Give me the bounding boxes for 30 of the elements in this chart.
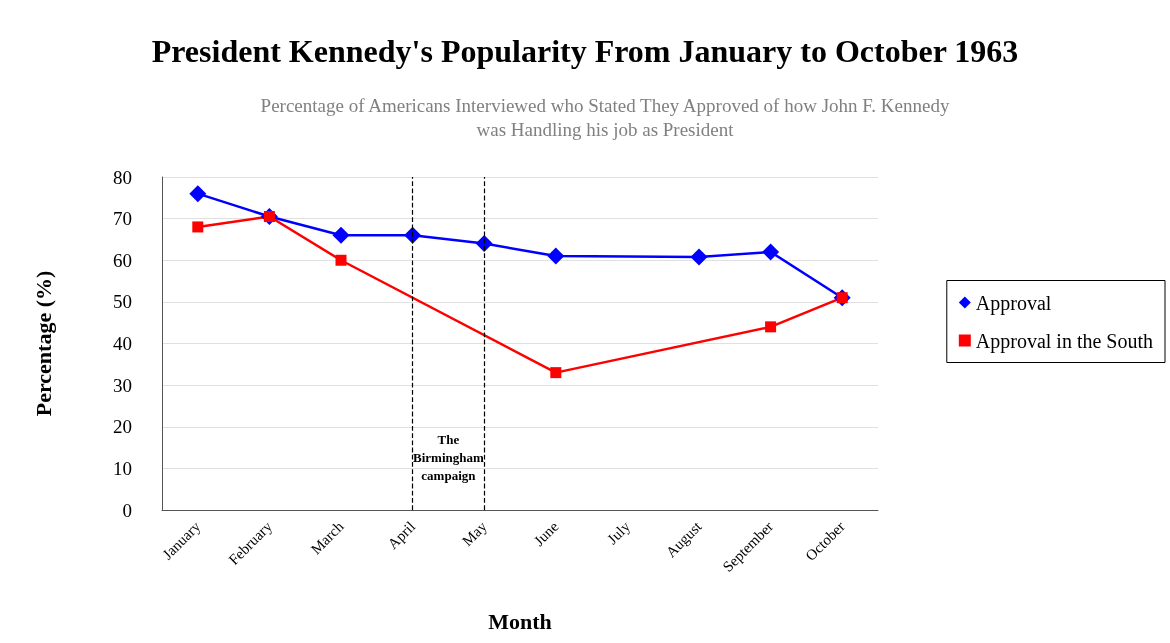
point xyxy=(189,185,207,203)
point xyxy=(762,243,780,261)
y-axis-title: Percentage (%) xyxy=(30,270,56,417)
chart-title: President Kennedy's Popularity From January to October 1963 xyxy=(151,33,1019,69)
y-tick-label: 40 xyxy=(113,333,132,354)
chart-subtitle: Percentage of Americans Interviewed who Stated They Approved of how John F. Kennedy was Handling his job as President xyxy=(260,94,950,140)
x-tick-label: June xyxy=(530,518,562,550)
y-tick-label: 0 xyxy=(122,499,132,521)
point xyxy=(547,247,565,265)
point xyxy=(404,226,422,244)
legend-label: Approval xyxy=(975,291,1052,315)
point xyxy=(550,367,562,379)
x-tick-label: May xyxy=(459,517,491,550)
x-axis-title: Month xyxy=(488,608,552,634)
y-tick-label: 20 xyxy=(113,416,132,438)
annotation: The Birmingham campaign xyxy=(413,431,484,483)
point xyxy=(332,226,350,244)
point xyxy=(335,254,347,266)
y-tick-label: 70 xyxy=(113,208,132,230)
y-tick-label: 10 xyxy=(113,457,132,479)
point xyxy=(475,235,493,253)
point xyxy=(765,321,777,333)
y-tick-label: 60 xyxy=(113,249,132,271)
x-tick-label: July xyxy=(604,517,634,548)
y-tick-label: 30 xyxy=(113,374,132,396)
point xyxy=(192,221,204,233)
y-tick-label: 50 xyxy=(113,291,132,313)
y-tick-label: 80 xyxy=(113,166,132,188)
legend-label: Approval in the South xyxy=(975,329,1154,353)
point xyxy=(690,248,708,266)
